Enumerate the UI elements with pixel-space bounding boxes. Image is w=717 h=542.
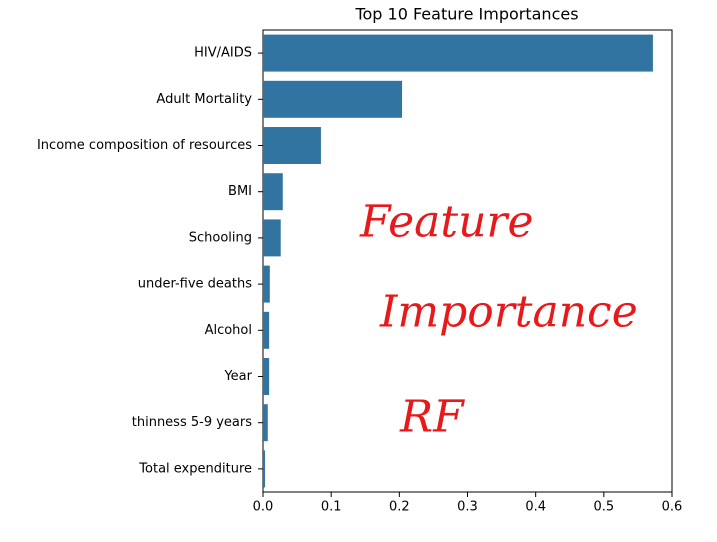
annotation: Feature	[359, 197, 534, 248]
bar	[263, 450, 266, 488]
x-tick-label: 0.2	[389, 500, 410, 515]
y-tick-label: thinness 5-9 years	[132, 415, 252, 430]
y-tick-label: Adult Mortality	[156, 92, 252, 107]
y-tick-label: BMI	[228, 184, 252, 199]
bar	[263, 80, 403, 118]
y-tick-label: Year	[223, 369, 252, 384]
annotation: Importance	[379, 287, 638, 338]
y-tick-label: Alcohol	[205, 323, 252, 338]
y-tick-label: Schooling	[189, 230, 252, 245]
x-tick-label: 0.6	[662, 500, 683, 515]
bar	[263, 265, 270, 303]
x-tick-label: 0.4	[525, 500, 546, 515]
y-tick-label: Income composition of resources	[37, 138, 252, 153]
bar	[263, 127, 321, 164]
bar	[263, 404, 268, 442]
y-tick-label: under-five deaths	[138, 277, 252, 292]
y-tick-label: HIV/AIDS	[194, 46, 252, 61]
bar	[263, 34, 653, 72]
bar	[263, 173, 283, 211]
x-tick-label: 0.5	[593, 500, 614, 515]
x-tick-label: 0.1	[321, 500, 342, 515]
x-tick-label: 0.3	[457, 500, 478, 515]
annotation: RF	[399, 392, 465, 443]
y-tick-label: Total expenditure	[138, 461, 252, 476]
bar	[263, 311, 270, 349]
bar	[263, 219, 281, 257]
x-tick-label: 0.0	[253, 500, 274, 515]
bar	[263, 358, 270, 395]
chart-title: Top 10 Feature Importances	[354, 5, 578, 24]
